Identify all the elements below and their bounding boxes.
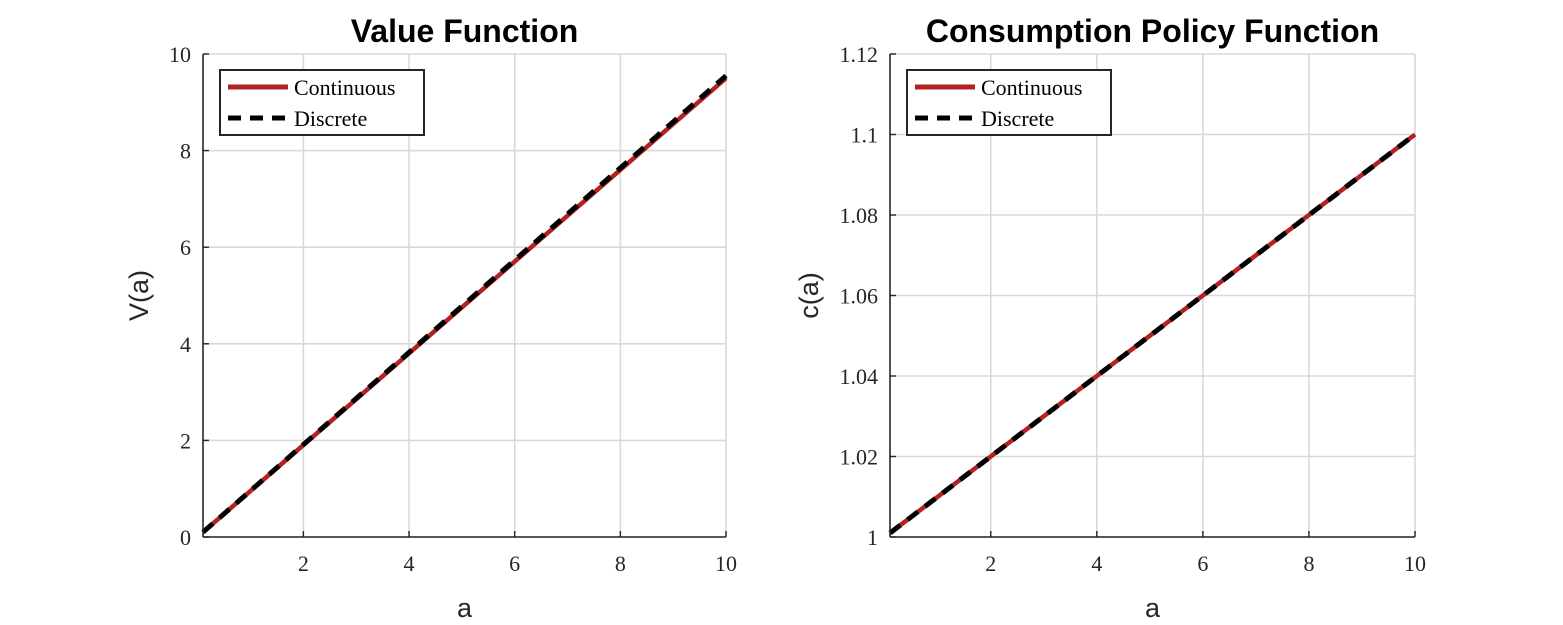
y-tick-label: 1.1 <box>851 123 879 148</box>
x-axis-label: a <box>457 593 473 623</box>
x-tick-label: 10 <box>1404 551 1426 576</box>
y-axis-label: c(a) <box>794 272 824 319</box>
y-tick-label: 8 <box>180 139 191 164</box>
x-tick-label: 8 <box>615 551 626 576</box>
legend-box <box>906 69 1112 136</box>
chart-panel-1: 2 4 6 8 10 0 2 4 6 8 10 Value Function a V(a) Continuo… <box>124 13 737 623</box>
chart-title: Value Function <box>351 13 579 49</box>
chart-panel-2: 2 4 6 8 10 1 1.02 1.04 1.06 1.08 1.1 1.12 Consumptio… <box>794 13 1426 623</box>
x-tick-label: 8 <box>1303 551 1314 576</box>
series-line-discrete <box>201 73 728 535</box>
legend-label-discrete: Discrete <box>294 106 367 131</box>
y-tick-label: 2 <box>180 428 191 453</box>
legend-label-continuous: Continuous <box>294 75 395 100</box>
y-axis-label: V(a) <box>124 270 154 321</box>
x-tick-label: 6 <box>509 551 520 576</box>
y-tick-label: 6 <box>180 235 191 260</box>
x-tick-label: 4 <box>404 551 415 576</box>
chart-title: Consumption Policy Function <box>926 13 1379 49</box>
x-axis-label: a <box>1145 593 1161 623</box>
y-tick-label: 1.08 <box>840 203 879 228</box>
x-tick-label: 6 <box>1197 551 1208 576</box>
legend-label-discrete: Discrete <box>981 106 1054 131</box>
legend: Continuous Discrete <box>219 69 425 136</box>
x-tick-label: 2 <box>298 551 309 576</box>
x-tick-label: 2 <box>985 551 996 576</box>
y-tick-label: 1.02 <box>840 445 879 470</box>
legend: Continuous Discrete <box>906 69 1112 136</box>
y-tick-label: 1 <box>867 525 878 550</box>
y-tick-label: 10 <box>169 42 191 67</box>
series-line-continuous <box>888 132 1417 535</box>
legend-box <box>219 69 425 136</box>
y-tick-label: 4 <box>180 332 191 357</box>
y-tick-label: 1.06 <box>840 284 879 309</box>
x-tick-label: 4 <box>1091 551 1102 576</box>
x-tick-label: 10 <box>715 551 737 576</box>
legend-label-continuous: Continuous <box>981 75 1082 100</box>
y-tick-label: 1.04 <box>840 364 879 389</box>
y-tick-label: 0 <box>180 525 191 550</box>
y-tick-label: 1.12 <box>840 42 879 67</box>
